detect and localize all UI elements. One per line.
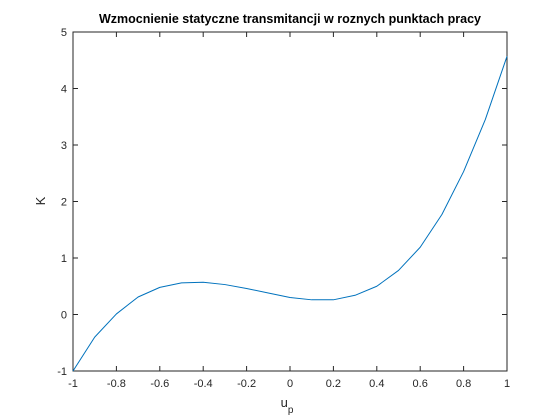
x-tick-label: 0.6 (413, 378, 428, 390)
x-tick-label: 0.2 (326, 378, 341, 390)
y-tick-label: 1 (61, 253, 67, 265)
x-tick-label: -0.2 (237, 378, 256, 390)
x-axis-label-main: u (281, 395, 288, 410)
y-tick-label: 3 (61, 140, 67, 152)
x-tick-label: 1 (504, 378, 510, 390)
x-tick-label: -0.8 (107, 378, 126, 390)
y-tick-label: 4 (61, 84, 67, 96)
x-tick-label: -1 (68, 378, 78, 390)
y-tick-label: -1 (57, 366, 67, 378)
chart-title: Wzmocnienie statyczne transmitancji w ro… (99, 12, 481, 26)
x-axis: -1 -0.8 -0.6 -0.4 -0.2 0 0.2 0.4 0.6 0.8 1 (68, 32, 510, 390)
x-tick-label: 0.4 (369, 378, 384, 390)
y-axis-label: K (33, 196, 48, 205)
y-axis: -1 0 1 2 3 4 5 (57, 27, 507, 378)
x-axis-label-subscript: p (288, 405, 294, 416)
y-tick-label: 2 (61, 197, 67, 209)
y-tick-label: 5 (61, 27, 67, 39)
x-tick-label: -0.6 (150, 378, 169, 390)
series-layer (72, 56, 508, 372)
x-axis-label: up (281, 395, 294, 416)
series-line (72, 56, 508, 372)
y-tick-label: 0 (61, 310, 67, 322)
x-tick-label: 0 (287, 378, 293, 390)
plot-frame (72, 31, 508, 372)
x-tick-label: -0.4 (194, 378, 213, 390)
plot-area (72, 31, 508, 372)
x-tick-label: 0.8 (456, 378, 471, 390)
